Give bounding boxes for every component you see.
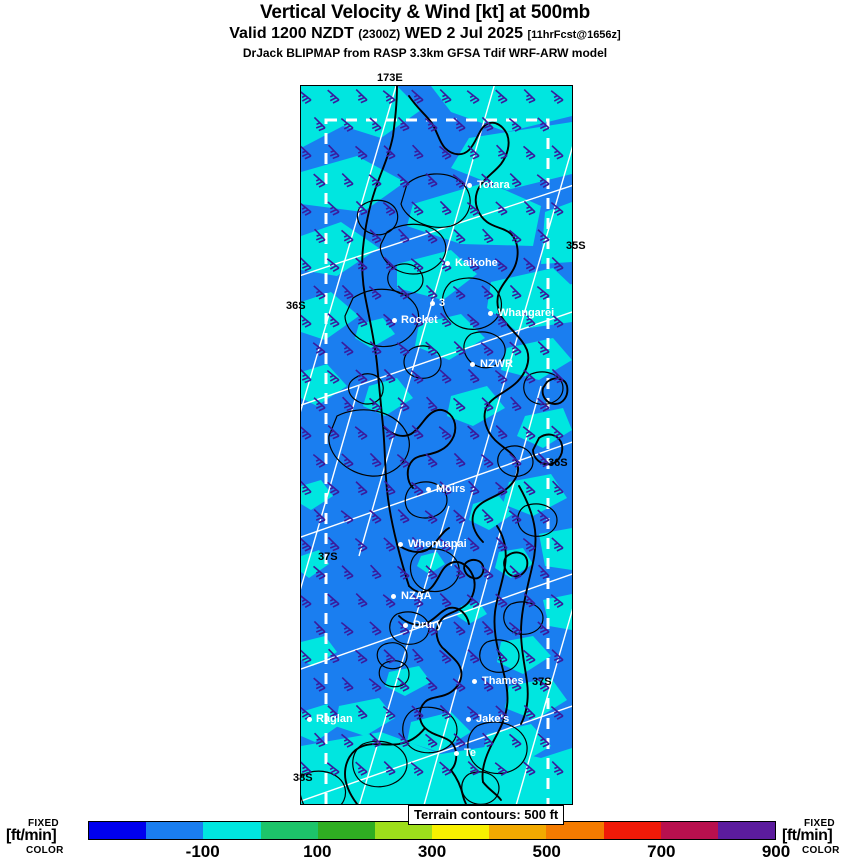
geo-label-173e: 173E <box>377 72 403 84</box>
station-marker[interactable] <box>392 318 397 323</box>
colorbar-color-label-right: COLOR <box>802 845 840 856</box>
station-marker[interactable] <box>307 717 312 722</box>
colorbar-swatch-6 <box>432 822 490 839</box>
station-marker[interactable] <box>454 751 459 756</box>
station-marker[interactable] <box>467 183 472 188</box>
colorbar-color-label-left: COLOR <box>26 845 64 856</box>
colorbar-tick-700: 700 <box>647 842 676 861</box>
colorbar-swatch-7 <box>489 822 547 839</box>
colorbar-units-right: FIXED [ft/min] COLOR <box>782 818 850 858</box>
station-label: Kaikohe <box>455 257 498 269</box>
page-title: Vertical Velocity & Wind [kt] at 500mb <box>259 2 591 23</box>
station-marker[interactable] <box>470 362 475 367</box>
station-label: NZAA <box>401 590 432 602</box>
station-marker[interactable] <box>398 542 403 547</box>
colorbar-swatch-2 <box>203 822 261 839</box>
colorbar-swatch-5 <box>374 822 433 839</box>
colorbar-tick-neg100: -100 <box>185 842 220 861</box>
station-marker[interactable] <box>430 301 435 306</box>
station-label: Whenuapai <box>408 538 467 550</box>
station-label: Rocket <box>401 314 438 326</box>
forecast-hour-tag: [11hrFcst@1656z] <box>527 29 621 41</box>
geo-label-37s: 37S <box>318 551 338 563</box>
station-marker[interactable] <box>403 623 408 628</box>
colorbar-tick-500: 500 <box>532 842 561 861</box>
station-label: Drury <box>413 619 443 631</box>
colorbar-swatch-0 <box>89 822 147 839</box>
station-marker[interactable] <box>445 261 450 266</box>
colorbar-swatch-8 <box>546 822 604 839</box>
colorbar-gradient <box>88 821 776 840</box>
colorbar-tick-100: 100 <box>303 842 332 861</box>
model-source-line: DrJack BLIPMAP from RASP 3.3km GFSA Tdif… <box>242 46 608 60</box>
station-marker[interactable] <box>426 487 431 492</box>
station-label: Jake's <box>476 713 510 725</box>
geo-label-36s: 36S <box>548 457 568 469</box>
colorbar-tick-900: 900 <box>761 842 791 861</box>
map-canvas <box>301 86 572 804</box>
colorbar-swatch-3 <box>260 822 318 839</box>
colorbar-swatch-9 <box>603 822 661 839</box>
station-marker[interactable] <box>488 311 493 316</box>
station-label: 3 <box>439 297 446 309</box>
station-marker[interactable] <box>466 717 471 722</box>
geo-label-37s: 37S <box>532 676 552 688</box>
colorbar-swatch-11 <box>717 822 776 839</box>
station-marker[interactable] <box>391 594 396 599</box>
valid-time-zulu: (2300Z) <box>358 27 401 41</box>
station-label: Te <box>464 747 477 759</box>
colorbar-fixed-label-right: FIXED <box>804 818 835 829</box>
title-block: Vertical Velocity & Wind [kt] at 500mb V… <box>0 2 850 62</box>
station-marker[interactable] <box>472 679 477 684</box>
station-label: Thames <box>482 675 524 687</box>
station-label: Whangarei <box>498 307 555 319</box>
forecast-map[interactable] <box>300 85 573 805</box>
colorbar-unit-label-right: [ft/min] <box>782 827 833 844</box>
colorbar-tick-300: 300 <box>417 842 447 861</box>
station-label: Raglan <box>316 713 353 725</box>
colorbar-swatch-4 <box>317 822 375 839</box>
station-label: Totara <box>477 179 510 191</box>
colorbar-swatch-10 <box>660 822 718 839</box>
colorbar-units-left: FIXED [ft/min] COLOR <box>6 818 84 858</box>
station-label: NZWR <box>480 358 513 370</box>
geo-label-38s: 38S <box>293 772 313 784</box>
geo-label-35s: 35S <box>566 240 586 252</box>
colorbar-fixed-label-left: FIXED <box>28 818 59 829</box>
geo-label-36s: 36S <box>286 300 306 312</box>
colorbar-tick-labels: -100 100 300 500 700 900 <box>88 842 791 862</box>
valid-date: WED 2 Jul 2025 <box>404 25 523 42</box>
terrain-contour-note: Terrain contours: 500 ft <box>408 805 565 825</box>
colorbar-row: FIXED [ft/min] COLOR -100 100 300 500 700 900… <box>0 818 850 862</box>
station-label: Moirs <box>436 483 466 495</box>
valid-time-line: Valid 1200 NZDT (2300Z) WED 2 Jul 2025 [… <box>0 24 850 45</box>
colorbar-unit-label-left: [ft/min] <box>6 827 57 844</box>
valid-time-prefix: Valid 1200 NZDT <box>229 25 354 42</box>
colorbar-swatch-1 <box>146 822 204 839</box>
